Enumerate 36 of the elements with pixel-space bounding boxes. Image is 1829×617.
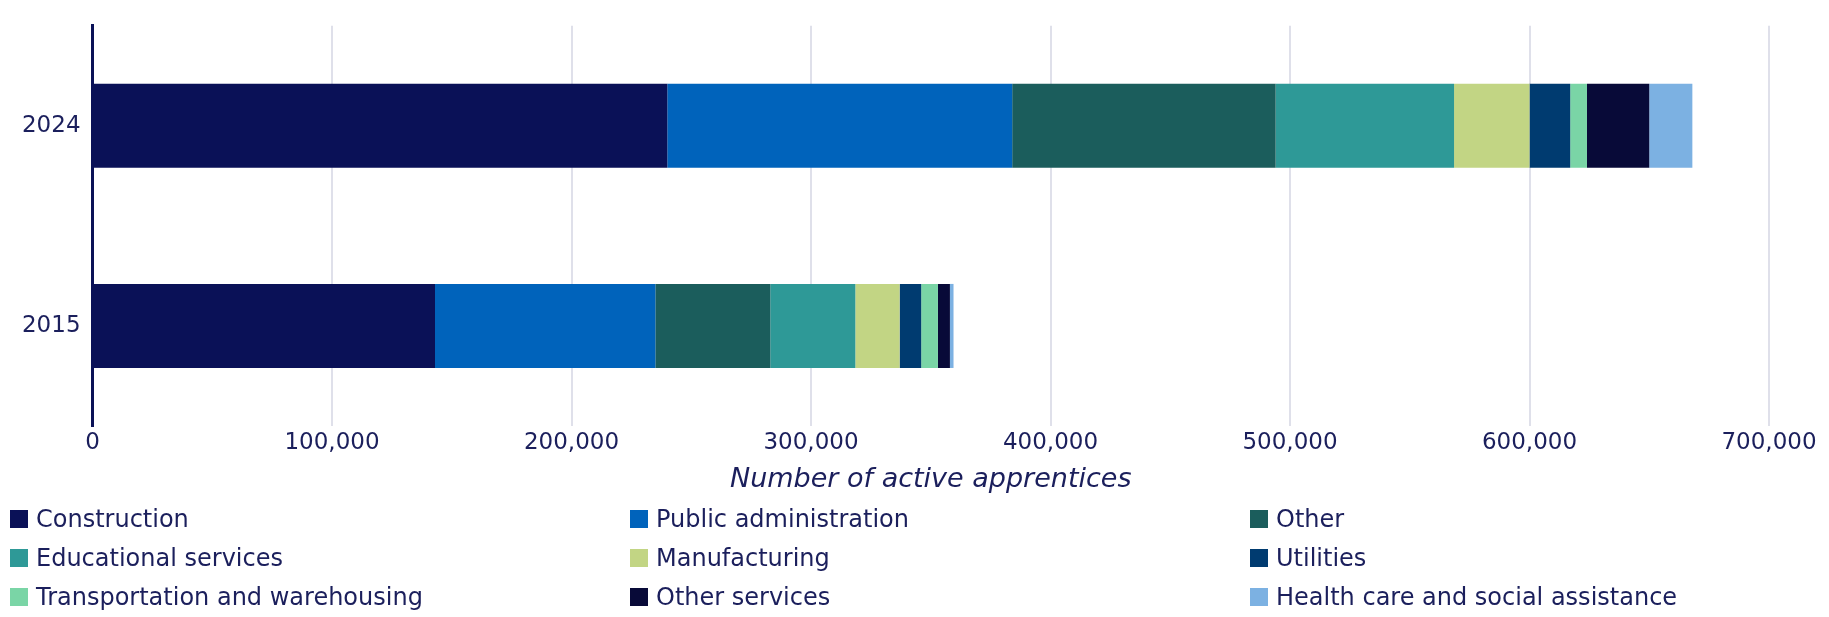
- legend-label: Public administration: [655, 504, 910, 535]
- bar: [899, 283, 922, 368]
- bar: [1454, 83, 1530, 168]
- y-tick-label: 2015: [21, 310, 81, 337]
- bar: [1012, 83, 1276, 168]
- bar: [770, 283, 856, 368]
- x-tick-label: 400,000: [1002, 427, 1099, 454]
- bar: [855, 283, 900, 368]
- x-tick-label: 300,000: [763, 427, 859, 454]
- legend-label: Transportation and warehousing: [35, 582, 424, 613]
- legend-label: Educational services: [35, 543, 284, 574]
- legend-label: Construction: [35, 504, 190, 535]
- bar: [1586, 83, 1650, 168]
- bar: [921, 283, 938, 368]
- x-tick-label: 700,000: [1721, 427, 1817, 454]
- y-tick-label: 2024: [21, 110, 81, 137]
- x-tick-label: 200,000: [523, 427, 620, 454]
- x-tick-label: 0: [85, 427, 100, 454]
- x-tick-label: 500,000: [1242, 427, 1338, 454]
- bar: [435, 283, 656, 368]
- x-axis-title: Number of active apprentices: [729, 461, 1132, 493]
- bar: [937, 283, 950, 368]
- bar: [949, 283, 954, 368]
- legend-label: Health care and social assistance: [1275, 582, 1679, 613]
- bar: [1649, 83, 1693, 168]
- bar: [1275, 83, 1455, 168]
- bar: [667, 83, 1013, 168]
- legend-label: Other services: [655, 582, 832, 613]
- bar: [655, 283, 771, 368]
- x-tick-label: 100,000: [284, 427, 380, 454]
- bar: [1570, 83, 1587, 168]
- legend-label: Utilities: [1275, 543, 1368, 574]
- legend-label: Manufacturing: [655, 543, 831, 574]
- x-tick-label: 600,000: [1481, 427, 1578, 454]
- legend-label: Other: [1275, 504, 1346, 535]
- bar: [1529, 83, 1571, 168]
